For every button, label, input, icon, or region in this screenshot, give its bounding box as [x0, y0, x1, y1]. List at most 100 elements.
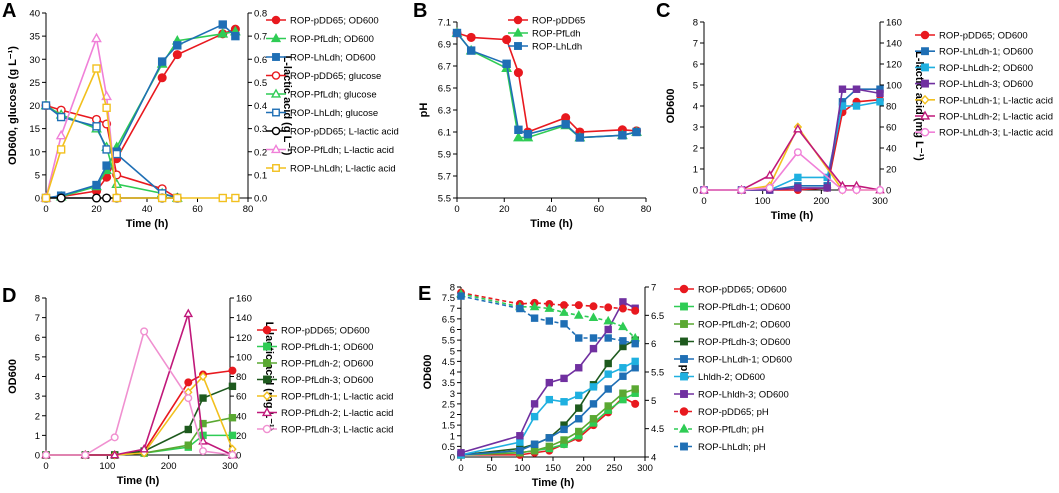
- data-point: [876, 89, 884, 98]
- data-point: [619, 337, 627, 345]
- legend-item: ROP-PfLdh-3; OD600: [674, 337, 790, 348]
- x-tick-label: 200: [813, 196, 829, 207]
- x-tick-label: 80: [243, 204, 254, 215]
- series-line: [460, 339, 636, 456]
- data-point: [102, 193, 112, 203]
- data-point: [545, 317, 554, 325]
- data-point: [81, 451, 90, 460]
- data-point: [102, 103, 111, 113]
- data-point: [545, 378, 554, 387]
- legend-item: ROP-PfLdh; glucose: [266, 88, 377, 101]
- legend-item: ROP-LhLdh; L-lactic acid: [266, 164, 396, 175]
- legend-marker: [680, 390, 688, 398]
- data-point: [631, 364, 639, 372]
- legend-item: ROP-PfLdh-3; OD600: [257, 375, 373, 386]
- data-point: [217, 28, 229, 38]
- legend-marker: [262, 325, 272, 335]
- y-tick-label: 2: [693, 144, 698, 155]
- data-point: [764, 170, 775, 179]
- legend-label: ROP-LhLdh-1; OD600: [939, 47, 1033, 58]
- legend-label: ROP-PfLdh-1; L-lactic acid: [281, 392, 393, 403]
- legend-item: ROP-PfLdh; OD600: [266, 33, 374, 45]
- legend-item: ROP-Lhldh-3; OD600: [674, 390, 789, 401]
- series-line: [460, 388, 636, 456]
- data-point: [573, 310, 584, 319]
- legend-item: ROP-PfLdh-1; OD600: [674, 302, 790, 313]
- data-point: [140, 327, 149, 336]
- data-point: [737, 185, 746, 194]
- legend-label: ROP-PfLdh; pH: [698, 425, 764, 436]
- series-10: [457, 292, 639, 348]
- data-point: [794, 184, 802, 192]
- data-point: [589, 415, 598, 423]
- data-point: [575, 334, 583, 342]
- data-point: [183, 308, 194, 318]
- data-point: [619, 372, 627, 380]
- y-tick-label: 0: [35, 451, 40, 462]
- y-tick-label: 5: [35, 352, 40, 363]
- legend-marker: [270, 144, 282, 154]
- x-tick-label: 300: [872, 196, 888, 207]
- legend-label: ROP-PfLdh; L-lactic acid: [290, 145, 394, 156]
- data-point: [876, 98, 884, 106]
- series-line: [45, 23, 236, 199]
- y-tick-label: 1: [693, 165, 698, 176]
- y-tick-label: 6.5: [438, 84, 451, 95]
- x-axis-label: Time (h): [126, 218, 169, 230]
- data-point: [589, 400, 598, 408]
- y2-tick-label: 0.3: [254, 124, 267, 135]
- data-point: [109, 449, 120, 459]
- data-point: [173, 41, 182, 50]
- legend-marker: [514, 42, 522, 50]
- legend-item: ROP-pDD65: [508, 16, 585, 27]
- y-tick-label: 25: [29, 78, 40, 89]
- data-point: [139, 443, 149, 453]
- x-tick-label: 0: [454, 204, 459, 215]
- data-point: [530, 412, 539, 421]
- data-point: [172, 50, 182, 60]
- y-tick-label: 4: [450, 368, 455, 379]
- series-line: [704, 98, 881, 191]
- legend-label: ROP-pDD65; OD600: [281, 326, 370, 337]
- y-axis-label: OD600: [7, 359, 19, 394]
- panel-letter: C: [656, 0, 670, 22]
- x-tick-label: 60: [192, 204, 203, 215]
- data-point: [793, 123, 803, 133]
- legend-marker: [262, 391, 272, 401]
- legend-label: ROP-PfLdh; OD600: [290, 34, 374, 45]
- legend-label: ROP-LhLdh: [532, 42, 582, 53]
- legend-marker: [680, 355, 688, 363]
- data-point: [544, 303, 555, 312]
- data-point: [618, 131, 627, 140]
- y2-tick-label: 120: [886, 60, 902, 71]
- y2-tick-label: 40: [886, 144, 897, 155]
- y-tick-label: 5.7: [438, 172, 451, 183]
- data-point: [529, 301, 540, 311]
- legend-marker: [921, 47, 929, 56]
- series-5: [41, 371, 237, 460]
- legend-marker: [920, 30, 930, 40]
- data-point: [560, 374, 568, 383]
- y-axis-label: OD600: [665, 89, 677, 124]
- y2-tick-label: 0.2: [254, 147, 267, 158]
- x-axis-label: Time (h): [532, 477, 575, 489]
- x-tick-label: 200: [161, 461, 177, 472]
- legend-label: ROP-LhLdh-1; L-lactic acid: [939, 95, 1053, 106]
- legend-item: ROP-PfLdh; L-lactic acid: [266, 144, 394, 156]
- series-3: [452, 28, 641, 142]
- data-point: [545, 395, 554, 404]
- y-tick-label: 6: [693, 60, 698, 71]
- data-point: [619, 298, 627, 306]
- y2-tick-label: 6.5: [651, 311, 664, 322]
- data-point: [619, 364, 627, 372]
- data-point: [561, 120, 570, 129]
- data-point: [575, 364, 583, 372]
- y-tick-label: 4: [693, 102, 698, 113]
- data-point: [604, 325, 612, 334]
- data-point: [102, 161, 111, 170]
- data-point: [112, 193, 121, 203]
- series-line: [460, 291, 636, 312]
- data-point: [560, 436, 568, 444]
- data-point: [466, 32, 476, 42]
- x-axis-label: Time (h): [530, 218, 573, 230]
